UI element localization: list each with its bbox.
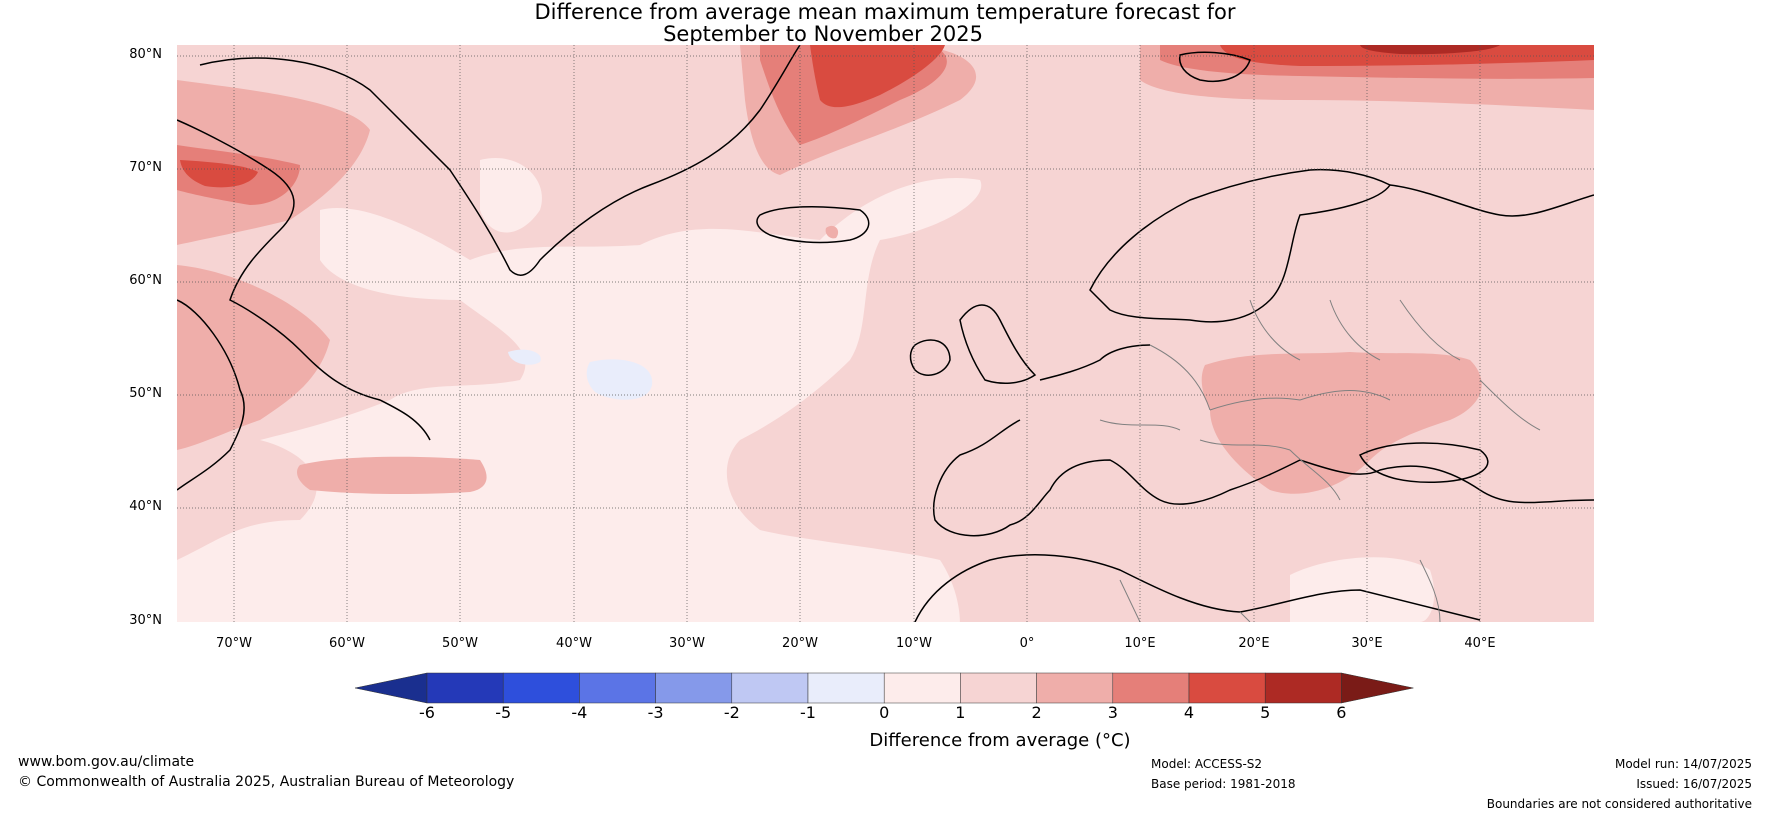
colorbar-extend-low [354,672,428,704]
border-lines-b [1099,299,1461,501]
colorbar-segment--2-to--1 [731,672,809,704]
lon-label-40w: 40°W [556,636,592,651]
footer-model-run: Model run: 14/07/2025 [1614,757,1752,771]
border-lines-a [1149,299,1391,411]
lon-label-30w: 30°W [669,636,705,651]
colorbar-tick-label: 0 [879,703,890,722]
colorbar-tick-label: -1 [800,703,816,722]
anomaly-band-neg1-0-b [508,349,541,365]
colorbar-segment-4-to-5 [1188,672,1266,704]
anomaly-band-4-5-greenland-sea [810,45,945,108]
colorbar-segment-5-to-6 [1264,672,1342,704]
anomaly-band-2-3-canada [177,265,330,450]
lon-label-40e: 40°E [1464,636,1496,651]
colorbar-tick-label: 2 [1031,703,1042,722]
anomaly-band-4-5-baffin [180,160,258,188]
colorbar-tick-label: -2 [723,703,740,722]
colorbar-segment--5-to--4 [502,672,580,704]
lon-label-70w: 70°W [216,636,252,651]
colorbar-segment--4-to--3 [579,672,656,704]
coast-ireland [909,339,951,376]
anomaly-band-0-1-east [1290,557,1435,622]
gridlines [177,45,1594,622]
footer-model: Model: ACCESS-S2 [1151,757,1263,771]
colorbar-tick-label: -6 [419,703,435,722]
colorbar-tick-label: 6 [1336,703,1347,722]
colorbar-segment-1-to-2 [960,672,1037,704]
coast-russia-north [1389,184,1594,217]
coast-africa-north [914,554,1481,622]
lon-label-50w: 50°W [442,636,478,651]
coast-black-sea [1358,442,1489,484]
border-lines-c [1119,379,1541,622]
lat-label-40n: 40°N [129,499,162,514]
lon-label-10w: 10°W [896,636,932,651]
coast-britain [959,304,1037,385]
colorbar-tick-label: -3 [647,703,664,722]
colorbar-segment-0-to-1 [883,672,961,704]
coast-europe-west [933,344,1594,537]
colorbar-label: Difference from average (°C) [869,730,1131,751]
footer-base-period: Base period: 1981-2018 [1151,777,1296,791]
anomaly-band-2-3-iceland [825,225,839,239]
anomaly-band-2-3-europe [1201,352,1482,494]
colorbar-segment--6-to--5 [426,672,504,704]
lat-label-30n: 30°N [129,613,162,628]
lon-label-20e: 20°E [1238,636,1270,651]
anomaly-band-4-5-barents [1220,45,1594,66]
footer-copyright: © Commonwealth of Australia 2025, Austra… [18,774,515,790]
map-title-line1: Difference from average mean maximum tem… [534,0,1236,24]
coast-labrador [177,299,245,491]
map-title-line2: September to November 2025 [663,22,983,46]
footer-issued: Issued: 16/07/2025 [1636,777,1752,791]
colorbar-tick-label: -4 [571,703,588,722]
colorbar-segment-2-to-3 [1036,672,1114,704]
colorbar-tick-label: 4 [1183,703,1195,722]
lat-label-80n: 80°N [129,47,162,62]
coast-greenland [199,45,801,276]
anomaly-band-neg1-0-a [586,359,653,400]
colorbar-tick-label: 5 [1260,703,1271,722]
lon-label-60w: 60°W [329,636,365,651]
coast-svalbard [1178,51,1251,82]
anomaly-field [177,45,1594,622]
lon-label-30e: 30°E [1351,636,1383,651]
lon-label-10e: 10°E [1124,636,1156,651]
lat-label-60n: 60°N [129,273,162,288]
colorbar-segments [354,672,1414,704]
colorbar-tick-label: 3 [1107,703,1118,722]
footer-disclaimer: Boundaries are not considered authoritat… [1486,797,1752,811]
lat-label-50n: 50°N [129,386,162,401]
colorbar-segment--1-to-0 [807,672,885,704]
coast-baffin [177,119,431,441]
lat-label-70n: 70°N [129,160,162,175]
anomaly-band-5-6-barents [1360,45,1500,55]
coastlines [177,45,1594,622]
lon-label-20w: 20°W [782,636,818,651]
coast-iceland [756,206,870,244]
colorbar-tick-label: 1 [955,703,966,722]
coast-scandinavia [1089,168,1392,323]
anomaly-band-0-1-small [480,158,542,233]
colorbar-segment--3-to--2 [655,672,733,704]
colorbar-extend-high [1341,672,1414,704]
lon-label-0: 0° [1019,636,1035,651]
anomaly-band-0-1-atlantic [177,178,982,622]
colorbar-tick-label: -5 [495,703,512,722]
anomaly-band-2-3-atlantic [297,456,487,495]
colorbar-segment-3-to-4 [1112,672,1190,704]
country-borders [1099,299,1541,622]
footer-website: www.bom.gov.au/climate [18,754,195,770]
